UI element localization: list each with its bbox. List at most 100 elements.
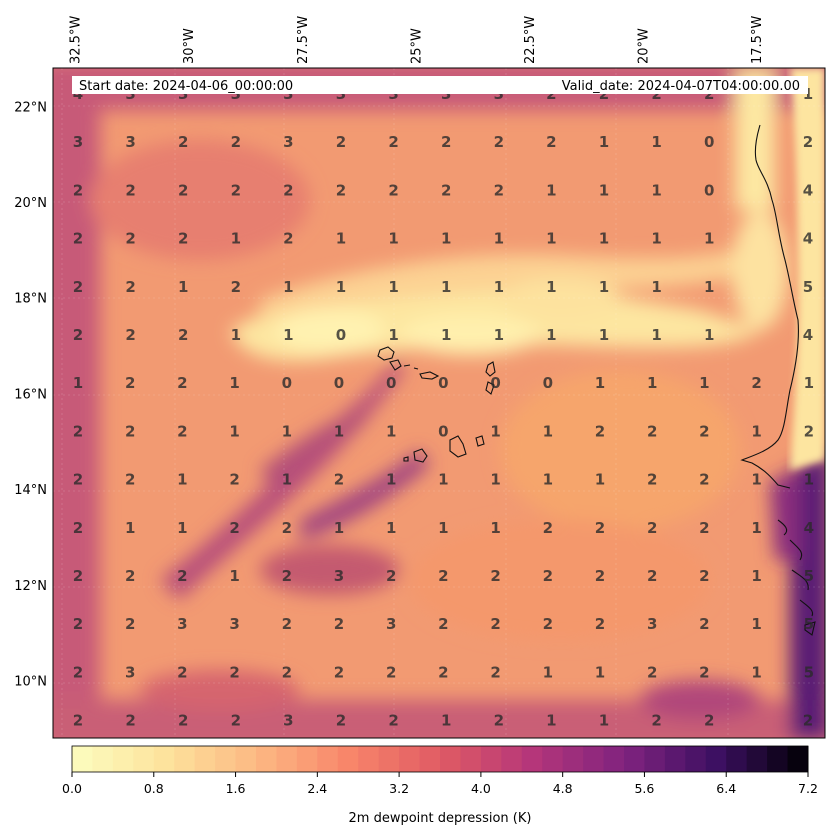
grid-value: 1: [73, 374, 83, 392]
grid-value: 2: [73, 519, 83, 537]
grid-value: 2: [73, 615, 83, 633]
grid-value: 2: [73, 567, 83, 585]
grid-value: 4: [803, 230, 813, 248]
grid-value: 2: [647, 519, 657, 537]
grid-value: 2: [177, 422, 187, 440]
grid-value: 2: [699, 519, 709, 537]
grid-value: 2: [438, 615, 448, 633]
grid-value: 2: [125, 422, 135, 440]
grid-value: 2: [699, 567, 709, 585]
grid-value: 2: [494, 133, 504, 151]
grid-value: 2: [73, 278, 83, 296]
grid-value: 2: [177, 567, 187, 585]
grid-value: 1: [546, 326, 556, 344]
colorbar-label: 2m dewpoint depression (K): [349, 811, 532, 826]
grid-value: 1: [651, 230, 661, 248]
grid-value: 2: [388, 133, 398, 151]
grid-value: 2: [177, 808, 187, 826]
grid-value: 1: [494, 278, 504, 296]
grid-value: 2: [73, 808, 83, 826]
grid-value: 1: [751, 519, 761, 537]
colorbar-swatches: [72, 746, 809, 772]
colorbar-swatch: [664, 746, 686, 772]
grid-value: 4: [803, 181, 813, 199]
grid-value: 2: [125, 567, 135, 585]
grid-value: 1: [751, 663, 761, 681]
colorbar-tick-label: 0.0: [62, 781, 82, 796]
grid-value: 2: [125, 326, 135, 344]
grid-value: 1: [494, 230, 504, 248]
grid-value: 2: [336, 181, 346, 199]
grid-value: 1: [441, 712, 451, 730]
grid-value: 1: [336, 230, 346, 248]
lon-tick-label: 17.5°W: [750, 16, 765, 64]
grid-value: 2: [229, 519, 239, 537]
grid-value: 2: [595, 567, 605, 585]
grid-value: 2: [177, 663, 187, 681]
colorbar-swatch: [480, 746, 502, 772]
grid-value: 3: [334, 567, 344, 585]
grid-value: 2: [490, 567, 500, 585]
grid-value: 1: [599, 712, 609, 730]
colorbar-swatch: [337, 746, 359, 772]
grid-value: 2: [125, 471, 135, 489]
grid-value: 1: [178, 278, 188, 296]
grid-value: 0: [386, 374, 396, 392]
colorbar-tick-label: 0.8: [144, 781, 164, 796]
grid-value: 2: [178, 230, 188, 248]
lat-tick-label: 16°N: [14, 387, 47, 402]
colorbar-swatch: [603, 746, 625, 772]
grid-value: 2: [490, 615, 500, 633]
colorbar-swatch: [174, 746, 196, 772]
lat-tick-label: 14°N: [14, 483, 47, 498]
grid-value: 1: [599, 326, 609, 344]
grid-value: 2: [595, 519, 605, 537]
colorbar-tick-label: 3.2: [389, 781, 409, 796]
colorbar-swatch: [399, 746, 421, 772]
grid-value: 2: [334, 471, 344, 489]
grid-value: 0: [438, 374, 448, 392]
grid-value-labels: 4 3 3 3 3 3 3 3 3 2 2 2 2 1 3 3 2 2 3 2 2 2 2 2 1 1 0 2 2 2 2 2 2 2 2 2 2 1 1 1…: [73, 85, 814, 826]
grid-value: 2: [595, 808, 605, 826]
colorbar-swatch: [767, 746, 789, 772]
grid-value: 3: [647, 808, 657, 826]
grid-value: 1: [441, 230, 451, 248]
colorbar-swatch: [644, 746, 666, 772]
grid-value: 1: [751, 422, 761, 440]
grid-value: 2: [699, 663, 709, 681]
grid-value: 2: [647, 663, 657, 681]
grid-value: 5: [804, 615, 814, 633]
colorbar-swatch: [419, 746, 441, 772]
colorbar-swatch: [153, 746, 175, 772]
grid-value: 0: [543, 374, 553, 392]
grid-value: 1: [386, 422, 396, 440]
grid-value: 2: [73, 230, 83, 248]
grid-value: 2: [699, 615, 709, 633]
grid-value: 2: [699, 471, 709, 489]
map-panel: 4 3 3 3 3 3 3 3 3 2 2 2 2 1 3 3 2 2 3 2 2 2 2 2 1 1 0 2 2 2 2 2 2 2 2 2 2 1 1 1…: [14, 16, 826, 826]
grid-value: 1: [388, 326, 398, 344]
grid-value: 1: [490, 471, 500, 489]
colorbar-swatch: [501, 746, 523, 772]
grid-value: 2: [704, 712, 714, 730]
colorbar-swatch: [726, 746, 748, 772]
grid-value: 3: [125, 133, 135, 151]
date-banner: [72, 76, 808, 94]
colorbar-tick-label: 5.6: [634, 781, 654, 796]
grid-value: 1: [543, 471, 553, 489]
grid-value: 2: [647, 567, 657, 585]
grid-value: 2: [282, 567, 292, 585]
latitude-labels: 22°N 20°N 18°N 16°N 14°N 12°N 10°N: [14, 100, 47, 689]
grid-value: 1: [334, 519, 344, 537]
colorbar-swatch: [542, 746, 564, 772]
grid-value: 1: [282, 422, 292, 440]
grid-value: 2: [751, 374, 761, 392]
grid-value: 2: [231, 133, 241, 151]
grid-value: 1: [438, 471, 448, 489]
colorbar-swatch: [317, 746, 339, 772]
grid-value: 2: [282, 519, 292, 537]
lon-tick-label: 32.5°W: [69, 16, 84, 64]
grid-value: 2: [595, 422, 605, 440]
grid-value: 2: [73, 422, 83, 440]
colorbar-swatch: [235, 746, 257, 772]
